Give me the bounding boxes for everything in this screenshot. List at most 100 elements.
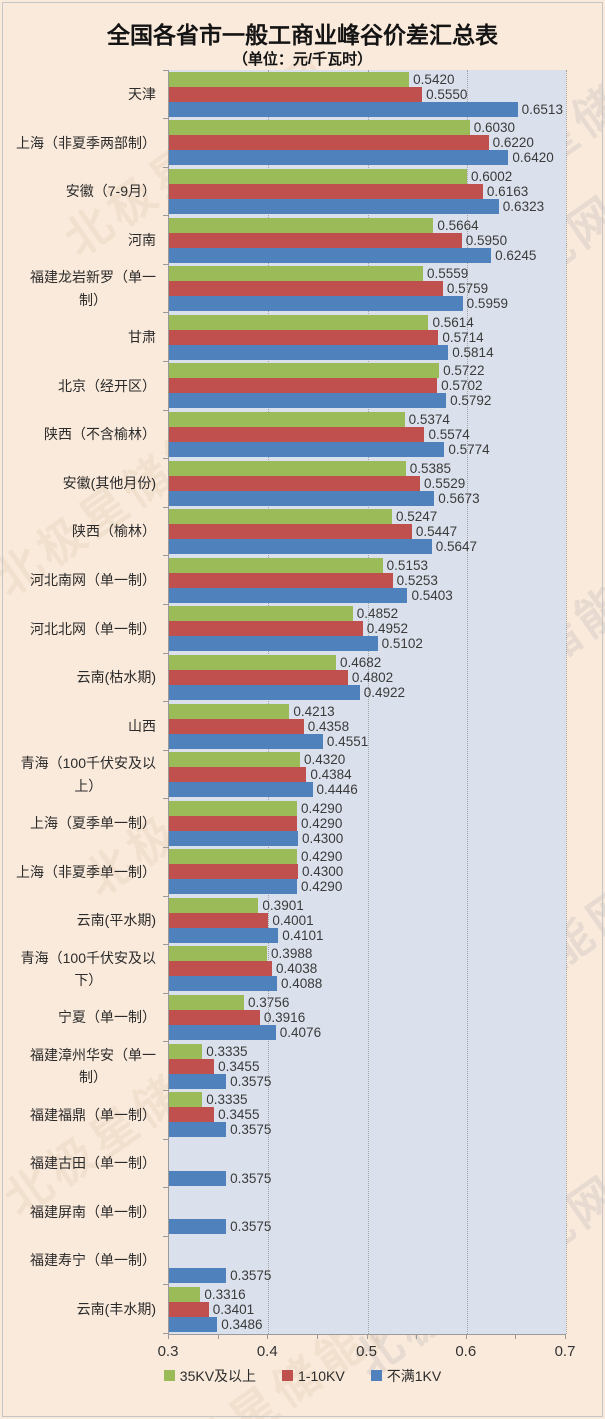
axis-tick (163, 361, 169, 363)
bar (169, 879, 298, 895)
category-row: 0.4213 0.4358 0.4551 (163, 702, 566, 751)
bar (169, 961, 273, 977)
bar-value-label: 0.5153 (386, 557, 428, 573)
bar-value-label: 0.4300 (302, 830, 344, 846)
category-row: 0.4852 0.4952 0.5102 (163, 605, 566, 654)
bar (169, 314, 429, 330)
legend-item: 1-10KV (282, 1366, 345, 1386)
category-row: 0.3335 0.3455 0.3575 (163, 1090, 566, 1140)
bar-value-label: 0.5529 (424, 475, 466, 491)
bar (169, 539, 432, 555)
bar-value-label: 0.5792 (450, 393, 492, 409)
bar-value-label: 0.4384 (310, 767, 352, 783)
bar-rows: 0.5420 0.5550 0.6513 0.6030 0.6220 0.6420 0.60… (163, 69, 566, 1334)
bar (169, 718, 304, 734)
bar (169, 1073, 227, 1089)
axis-tick (163, 215, 169, 217)
x-axis-tick-labels: 0.3 0.4 0.5 0.6 0.7 (158, 1336, 576, 1360)
bar (169, 266, 423, 282)
axis-tick (163, 1187, 169, 1189)
bar-value-label: 0.4088 (280, 976, 323, 992)
bar (169, 1107, 215, 1123)
bar (169, 752, 300, 768)
category-label: 北京（经开区） (58, 377, 156, 394)
bar (169, 363, 440, 379)
bar-value-label: 0.5664 (437, 217, 479, 233)
bar (169, 654, 336, 670)
bar (169, 296, 463, 312)
bar (169, 524, 412, 540)
legend-item: 35KV及以上 (163, 1366, 256, 1386)
bar (169, 344, 449, 360)
category-label: 福建寿宁（单一制） (30, 1252, 156, 1269)
bar-value-label: 0.5574 (428, 426, 470, 442)
bar (169, 815, 298, 831)
category-row: 0.5153 0.5253 0.5403 (163, 556, 566, 606)
bar (169, 849, 298, 865)
category-label: 河北南网（单一制） (30, 572, 156, 589)
bar (169, 1316, 218, 1332)
axis-tick (163, 118, 169, 120)
axis-tick (217, 1333, 219, 1339)
bar-value-label: 0.4802 (351, 669, 394, 685)
bar (169, 378, 438, 394)
axis-tick (163, 992, 169, 994)
bar-value-label: 0.3575 (230, 1219, 272, 1235)
bar-value-label: 0.5374 (408, 411, 450, 427)
category-label: 河南 (128, 231, 156, 248)
bar-value-label: 0.5959 (466, 296, 508, 312)
gridline (566, 70, 567, 1334)
category-row: 0.4290 0.4300 0.4290 (163, 848, 566, 897)
axis-tick (163, 1284, 169, 1286)
bar (169, 490, 435, 506)
bar-value-label: 0.5385 (409, 460, 451, 476)
bar (169, 912, 269, 928)
bar (169, 830, 299, 846)
category-label: 上海（非夏季单一制） (16, 863, 156, 880)
category-row: 0.5385 0.5529 0.5673 (163, 459, 566, 508)
axis-tick (163, 895, 169, 897)
bar-value-label: 0.3575 (230, 1268, 272, 1284)
category-label: 安徽(其他月份) (62, 474, 156, 491)
category-row: 0.4290 0.4290 0.4300 (163, 799, 566, 848)
bar (169, 621, 363, 637)
bar-value-label: 0.6163 (486, 183, 529, 199)
axis-tick (163, 409, 169, 411)
bar-value-label: 0.5714 (442, 329, 484, 345)
gridline (367, 70, 369, 1334)
x-tick-label: 0.7 (554, 1342, 576, 1360)
axis-tick (163, 944, 169, 946)
bar-value-label: 0.6220 (492, 135, 534, 151)
bar-value-label: 0.5550 (426, 86, 468, 102)
bar (169, 703, 290, 719)
bar-value-label: 0.5102 (381, 636, 423, 652)
bar (169, 1058, 215, 1074)
bar-value-label: 0.3455 (218, 1058, 260, 1074)
axis-tick (163, 506, 169, 508)
x-axis-line (168, 1333, 566, 1339)
axis-tick (163, 798, 169, 800)
bar-value-label: 0.6323 (502, 198, 545, 214)
category-label: 青海（100千伏安及以 下） (20, 949, 156, 988)
axis-tick (565, 1333, 566, 1339)
bar-value-label: 0.4290 (301, 849, 343, 865)
category-label: 河北北网（单一制） (30, 620, 156, 637)
chart-subtitle: （单位：元/千瓦时） (232, 51, 373, 68)
category-label: 福建龙岩新罗（单一 制） (30, 269, 156, 308)
bar-value-label: 0.5559 (426, 266, 469, 282)
bar-value-label: 0.4358 (307, 718, 350, 734)
bar (169, 1301, 209, 1317)
category-row: 0.3335 0.3455 0.3575 (163, 1042, 566, 1091)
bar (169, 86, 423, 102)
bar (169, 441, 445, 457)
category-row: 0.6030 0.6220 0.6420 (163, 119, 566, 168)
axis-tick (168, 1333, 169, 1339)
bar-value-label: 0.4076 (279, 1025, 322, 1041)
bar (169, 281, 443, 297)
axis-tick (465, 1333, 467, 1339)
axis-tick (163, 701, 169, 703)
bar-value-label: 0.3901 (262, 897, 304, 913)
x-tick-label: 0.5 (356, 1342, 377, 1360)
bar-value-label: 0.5614 (432, 314, 474, 330)
bar (169, 606, 353, 622)
